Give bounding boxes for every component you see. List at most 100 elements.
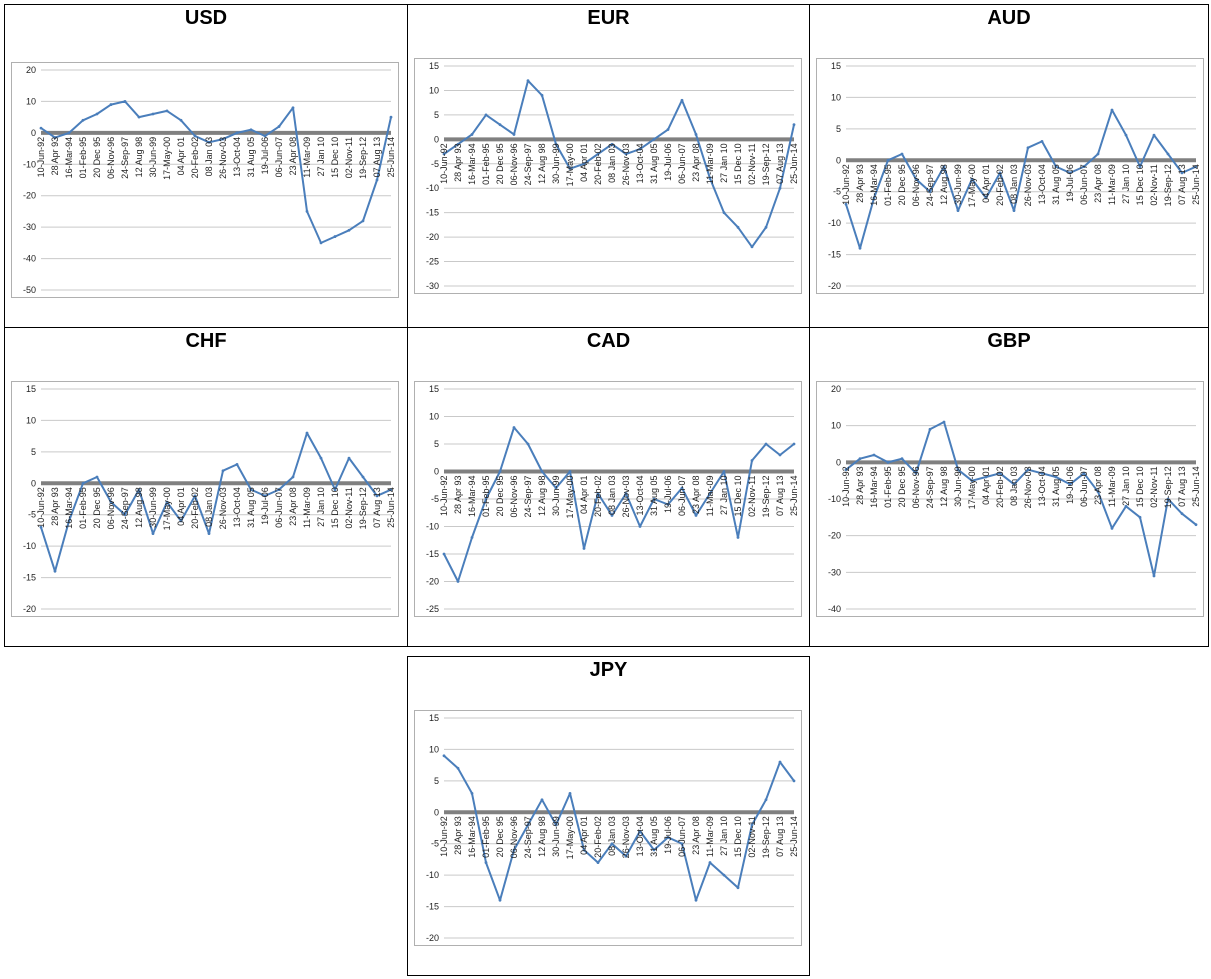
x-tick-label: 26-Nov-03	[1023, 466, 1033, 508]
x-tick-label: 10-Jun-92	[841, 164, 851, 205]
y-tick-label: -20	[828, 281, 841, 291]
x-tick-label: 25-Jun-14	[1191, 164, 1201, 205]
data-point	[207, 532, 211, 535]
chart-svg: 20 10 0 -10 -20 -30 -40 -50 10-Jun-92 28 Apr 93 16…	[11, 62, 399, 298]
y-tick-label: -10	[828, 494, 841, 504]
x-tick-label: 20 Dec 95	[495, 143, 505, 184]
data-point	[722, 211, 726, 215]
x-tick-label: 28 Apr 93	[453, 143, 463, 182]
data-point	[778, 453, 782, 457]
chart-title: JPY	[589, 659, 628, 681]
x-tick-label: 27 Jan 10	[719, 816, 729, 856]
series-line	[845, 421, 1197, 577]
x-tick-label: 24-Sep-97	[925, 466, 935, 508]
chart-panel-cad: CAD 15 10 5 0 -5 -10 -15 -20 -25 10-Jun-92 28 Apr …	[407, 327, 810, 647]
x-tick-label: 20-Feb-02	[995, 164, 1005, 206]
data-point	[596, 152, 600, 156]
x-tick-label: 24-Sep-97	[523, 143, 533, 185]
x-tick-label: 02-Nov-11	[344, 137, 354, 178]
data-point	[680, 842, 684, 846]
y-tick-label: -20	[23, 191, 36, 201]
y-tick-label: 15	[429, 61, 439, 71]
x-tick-label: 17-May-00	[565, 143, 575, 186]
y-tick-label: 10	[831, 421, 841, 431]
series-line	[40, 432, 392, 573]
data-point	[1068, 171, 1072, 175]
x-tick-label: 31 Aug 05	[1051, 164, 1061, 205]
data-point	[1096, 152, 1100, 156]
data-point	[942, 165, 946, 168]
x-tick-label: 26-Nov-03	[621, 816, 631, 858]
x-tick-label: 01-Feb-95	[883, 164, 893, 206]
data-point	[235, 463, 239, 466]
data-point	[1082, 471, 1086, 475]
data-point	[347, 228, 351, 232]
x-tick-label: 19-Jul-06	[1065, 164, 1075, 202]
x-tick-label: 26-Nov-03	[621, 143, 631, 185]
data-point	[778, 186, 782, 190]
x-tick-label: 20-Feb-02	[593, 476, 603, 518]
data-point	[1110, 526, 1114, 530]
x-tick-label: 19-Sep-12	[358, 487, 368, 529]
x-tick-label: 10-Jun-92	[439, 476, 449, 517]
x-tick-label: 31 Aug 05	[649, 476, 659, 517]
x-tick-label: 28 Apr 93	[453, 476, 463, 515]
y-tick-label: -30	[23, 222, 36, 232]
data-point	[708, 177, 712, 180]
x-tick-label: 17-May-00	[162, 487, 172, 530]
x-tick-label: 07 Aug 13	[775, 143, 785, 184]
x-tick-label: 15 Dec 10	[733, 476, 743, 517]
plot-area: 15 10 5 0 -5 -10 -15 -20 -25 10-Jun-92 28 Apr 93 16…	[414, 381, 802, 617]
chart-frame	[816, 381, 1204, 617]
data-point	[1096, 490, 1100, 494]
x-tick-label: 20-Feb-02	[593, 143, 603, 185]
data-point	[456, 142, 460, 146]
data-point	[666, 503, 670, 506]
data-point	[652, 848, 656, 852]
data-point	[67, 519, 71, 523]
data-point	[193, 134, 197, 138]
x-tick-label: 28 Apr 93	[855, 164, 865, 203]
y-tick-label: -15	[426, 902, 439, 912]
x-tick-label: 15 Dec 10	[733, 816, 743, 857]
chart-frame	[414, 58, 802, 294]
data-point	[470, 133, 474, 136]
y-tick-label: 0	[434, 467, 439, 477]
data-point	[95, 112, 99, 116]
x-tick-label: 02-Nov-11	[1149, 164, 1159, 205]
x-tick-label: 16-Mar-94	[467, 476, 477, 518]
x-tick-label: 08 Jan 03	[204, 487, 214, 527]
x-tick-label: 23 Apr 08	[288, 487, 298, 526]
x-tick-label: 01-Feb-95	[481, 476, 491, 518]
x-tick-label: 25-Jun-14	[789, 143, 799, 184]
data-point	[1110, 108, 1114, 112]
y-tick-label: 5	[434, 776, 439, 786]
x-tick-label: 24-Sep-97	[925, 164, 935, 206]
x-tick-label: 16-Mar-94	[869, 466, 879, 508]
chart-svg: 15 10 5 0 -5 -10 -15 -20 10-Jun-92 28 Apr 93 16-Ma…	[11, 381, 399, 617]
chart-svg: 15 10 5 0 -5 -10 -15 -20 10-Jun-92 28 Apr 93 16-Ma…	[414, 710, 802, 946]
y-tick-label: -15	[426, 208, 439, 218]
x-tick-label: 23 Apr 08	[288, 137, 298, 176]
x-tick-label: 24-Sep-97	[120, 487, 130, 529]
plot-area: 15 10 5 0 -5 -10 -15 -20 10-Jun-92 28 Apr 93 16-Ma…	[11, 381, 399, 617]
chart-panel-chf: CHF 15 10 5 0 -5 -10 -15 -20 10-Jun-92 28 Apr 93 1…	[4, 327, 408, 647]
data-point	[193, 494, 197, 498]
x-tick-label: 19-Sep-12	[1163, 164, 1173, 206]
data-point	[764, 225, 768, 229]
x-tick-label: 23 Apr 08	[1093, 466, 1103, 505]
x-tick-label: 06-Jun-07	[677, 816, 687, 857]
data-point	[498, 470, 502, 473]
x-tick-label: 30-Jun-99	[551, 143, 561, 184]
x-tick-label: 06-Nov-96	[509, 816, 519, 858]
x-tick-label: 28 Apr 93	[50, 137, 60, 176]
data-point	[928, 427, 932, 431]
data-point	[498, 123, 502, 127]
y-tick-label: 5	[434, 110, 439, 120]
y-tick-label: 5	[31, 447, 36, 457]
data-point	[484, 861, 488, 864]
data-point	[792, 123, 796, 127]
y-tick-label: -5	[833, 187, 841, 197]
data-point	[708, 492, 712, 495]
data-point	[1124, 133, 1128, 137]
